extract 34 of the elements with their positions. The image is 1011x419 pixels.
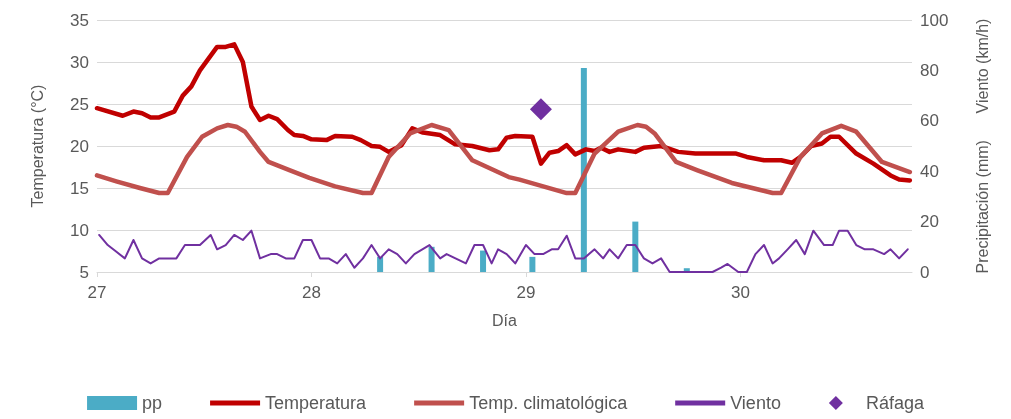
line-series (98, 229, 909, 273)
y2-tick-label: 100 (920, 10, 949, 30)
y2-tick-label: 20 (920, 212, 939, 232)
y2-axis-title: Precipitación (mm) Viento (km/h) (973, 18, 991, 274)
y-tick-label: 20 (70, 136, 89, 156)
x-tick-label: 28 (302, 283, 321, 302)
y-tick-label: 30 (70, 52, 89, 72)
x-tick-label: 27 (87, 283, 107, 302)
y2-tick-label: 40 (920, 161, 939, 181)
bar (428, 246, 435, 272)
y-tick-label: 5 (79, 262, 89, 282)
y-axis-title: Temperatura (°C) (28, 84, 46, 208)
legend-label: pp (142, 393, 163, 413)
y2-tick-label: 80 (920, 60, 939, 80)
legend-label: Temp. climatológica (469, 393, 629, 413)
y-tick-label: 15 (70, 178, 89, 198)
legend-label: Temperatura (265, 393, 368, 413)
x-tick-label: 30 (730, 283, 750, 302)
y2-tick-label: 60 (920, 111, 939, 131)
y-tick-label: 10 (70, 220, 89, 240)
legend-label: Viento (730, 393, 781, 413)
bar (529, 256, 536, 272)
bar (580, 67, 587, 272)
y-tick-label: 25 (70, 94, 89, 114)
bar (632, 221, 639, 272)
line-series (94, 42, 913, 183)
y-tick-label: 35 (70, 10, 89, 30)
bar (377, 256, 384, 272)
x-tick-label: 29 (516, 283, 536, 302)
legend-label: Ráfaga (865, 393, 925, 413)
y2-tick-label: 0 (920, 262, 930, 282)
line-series (94, 122, 913, 196)
x-axis-title: Día (492, 311, 518, 329)
bar (480, 250, 487, 272)
